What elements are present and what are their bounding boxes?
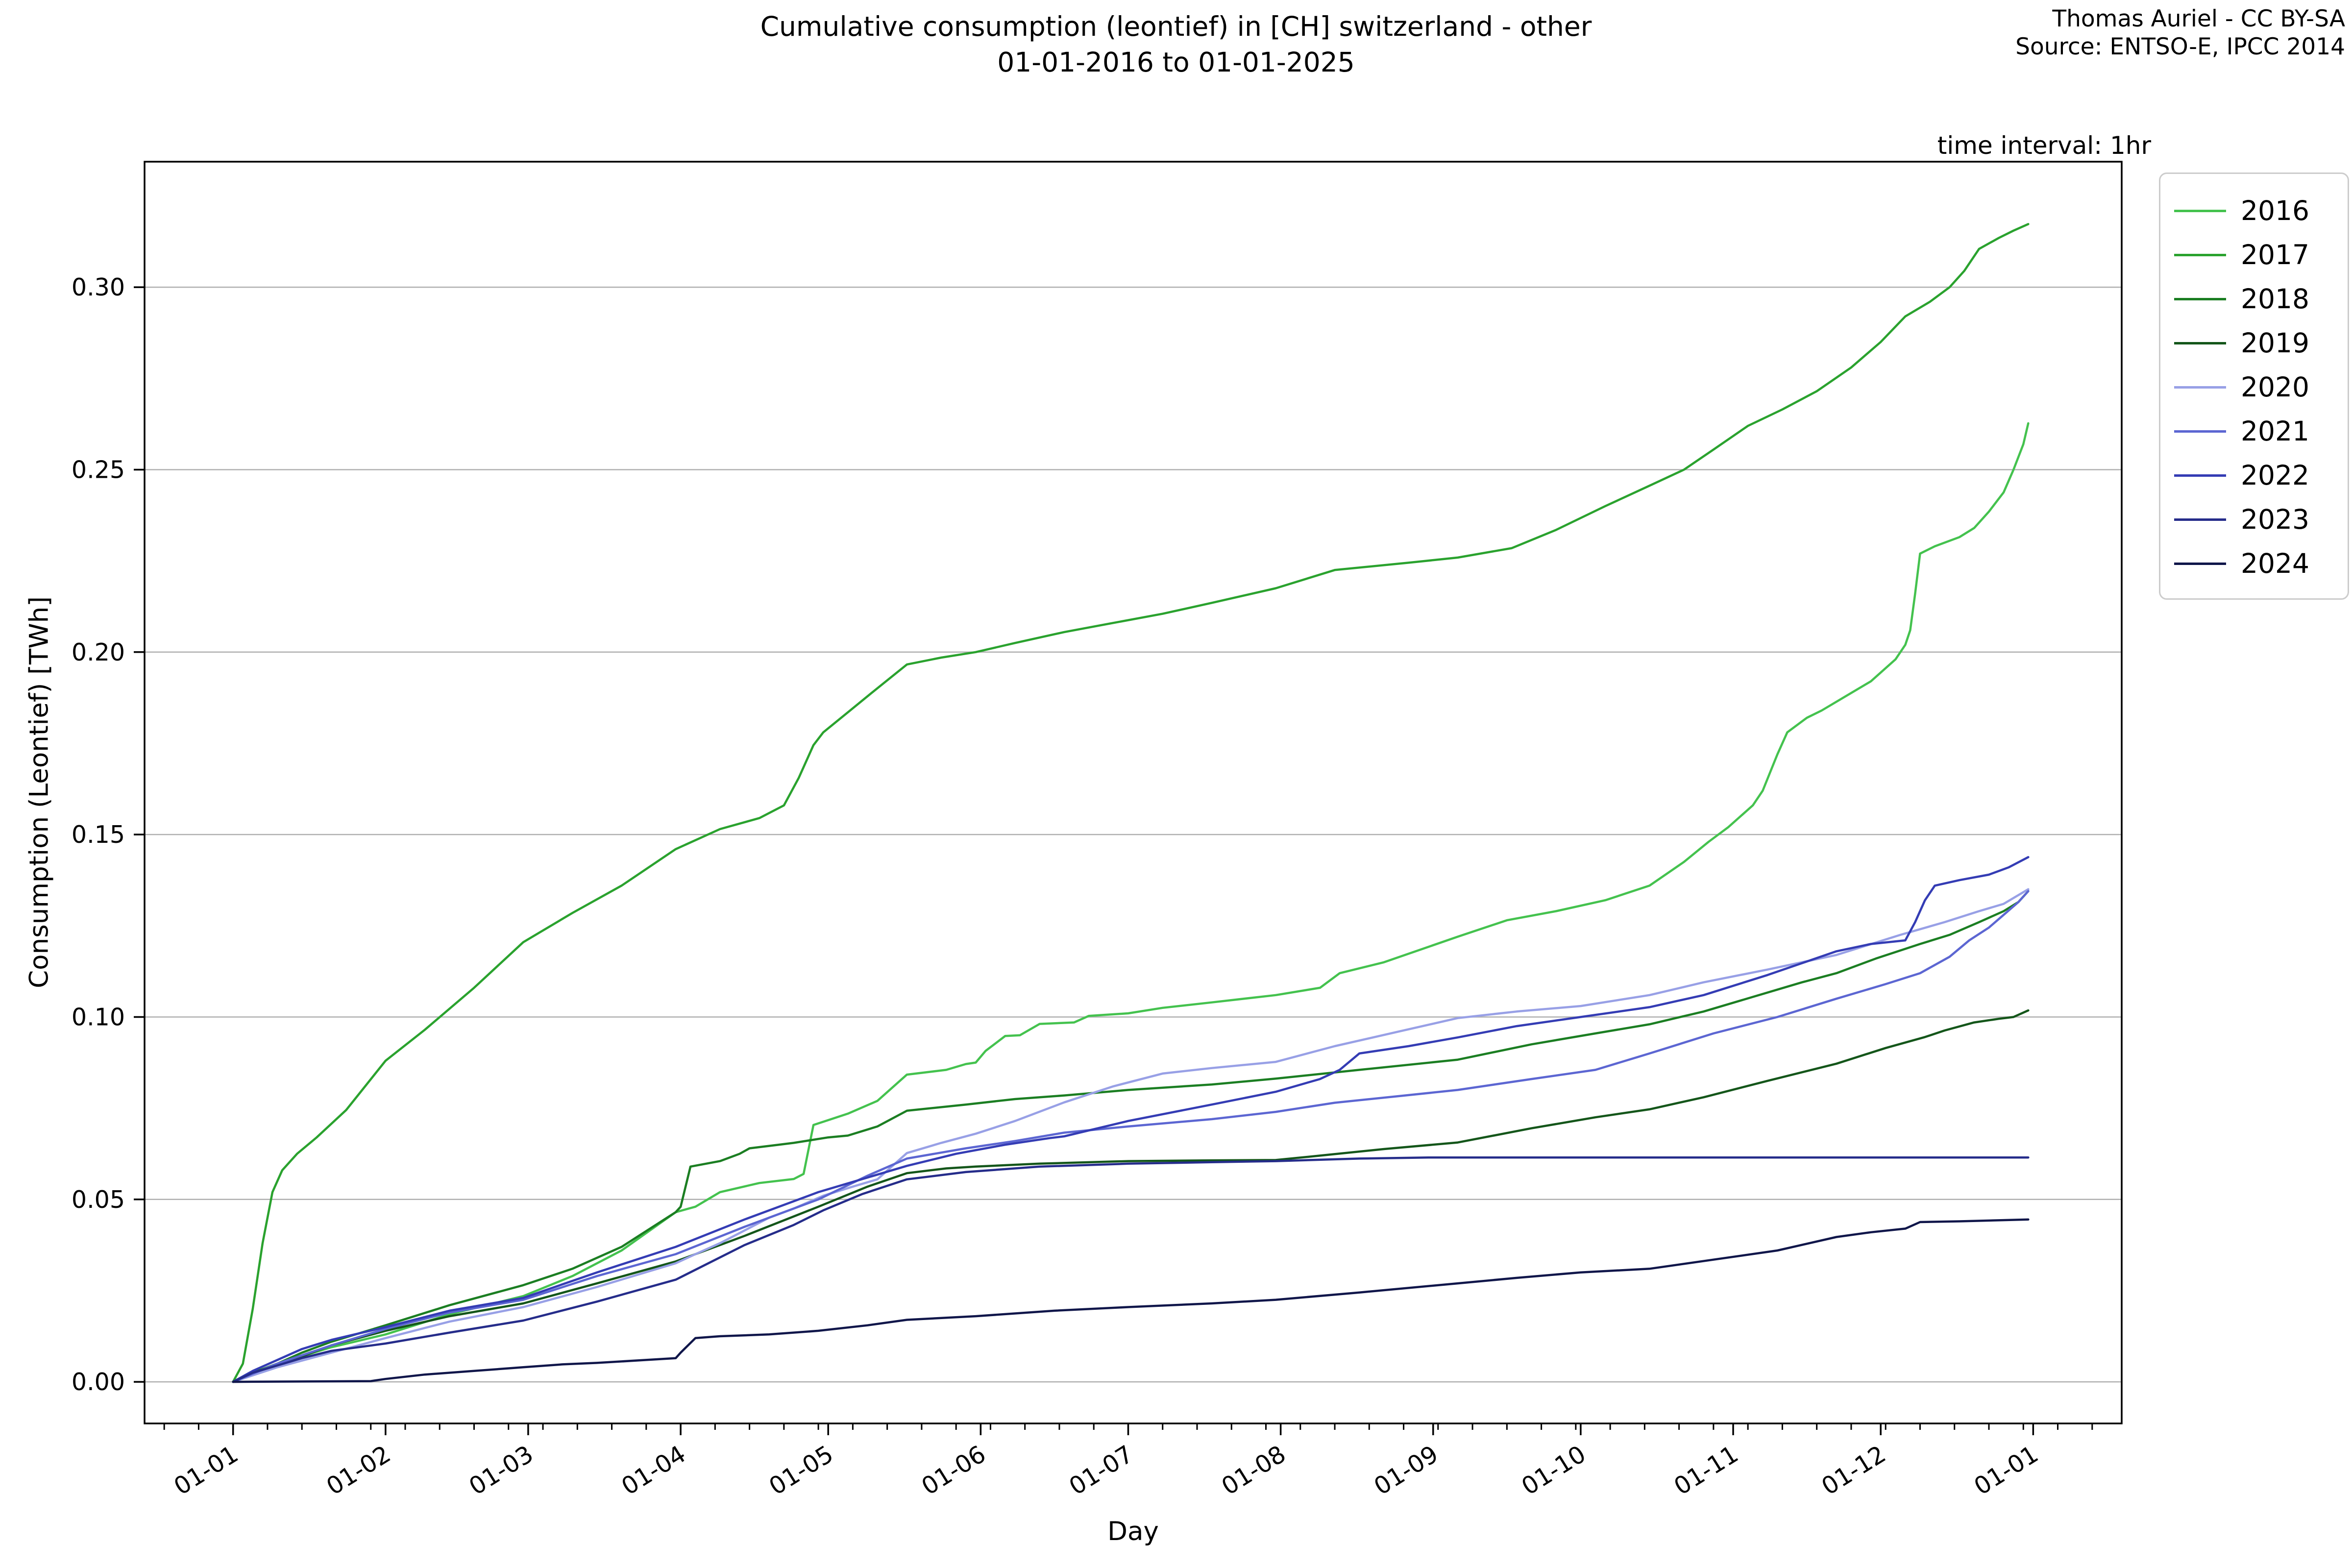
chart-title-line2: 01-01-2016 to 01-01-2025 [997, 46, 1355, 78]
legend-swatch-2018 [2174, 297, 2226, 300]
series-line-2021 [232, 890, 2030, 1383]
axes-spines [144, 161, 2123, 1424]
series-line-2023 [232, 1156, 2030, 1383]
x-tick-label-7: 01-08 [1217, 1440, 1291, 1501]
x-tick-label-0: 01-01 [169, 1440, 243, 1501]
y-tick-label: 0.30 [72, 273, 125, 301]
y-tick-label: 0.15 [72, 821, 125, 849]
x-tick-label-5: 01-06 [917, 1440, 991, 1501]
attribution-author: Thomas Auriel - CC BY-SA [2052, 5, 2345, 32]
legend-item-2021: 2021 [2174, 409, 2348, 453]
series-line-2020 [232, 888, 2030, 1383]
time-interval-annotation: time interval: 1hr [1937, 131, 2151, 160]
series-line-2018 [232, 890, 2030, 1383]
x-tick-label-2: 01-03 [464, 1440, 538, 1501]
attribution: Thomas Auriel - CC BY-SA Source: ENTSO-E… [2015, 5, 2345, 61]
legend-item-2023: 2023 [2174, 497, 2348, 541]
legend-label-2018: 2018 [2241, 283, 2309, 315]
series-line-2019 [232, 1009, 2030, 1383]
legend-swatch-2021 [2174, 430, 2226, 433]
attribution-source: Source: ENTSO-E, IPCC 2014 [2015, 33, 2345, 61]
legend-item-2019: 2019 [2174, 321, 2348, 365]
legend-swatch-2023 [2174, 518, 2226, 521]
x-tick-label-9: 01-10 [1517, 1440, 1591, 1501]
series-line-2022 [232, 856, 2030, 1383]
y-tick-label: 0.05 [72, 1186, 125, 1214]
legend-label-2019: 2019 [2241, 327, 2309, 359]
x-tick-label-3: 01-04 [616, 1440, 690, 1501]
x-axis-label: Day [1107, 1517, 1159, 1546]
y-tick-label: 0.25 [72, 456, 125, 484]
chart-title: Cumulative consumption (leontief) in [CH… [0, 9, 2352, 80]
x-tick-label-10: 01-11 [1669, 1440, 1743, 1501]
legend-item-2024: 2024 [2174, 541, 2348, 586]
legend: 2016 2017 2018 2019 2020 2021 2022 2023 2024 [2159, 172, 2349, 600]
y-tick-label: 0.20 [72, 638, 125, 666]
series-line-2024 [232, 1218, 2030, 1383]
legend-label-2017: 2017 [2241, 239, 2309, 270]
series-line-2017 [232, 223, 2030, 1383]
x-tick-label-6: 01-07 [1064, 1440, 1138, 1501]
x-tick-label-1: 01-02 [321, 1440, 395, 1501]
legend-label-2023: 2023 [2241, 504, 2309, 535]
x-tick-label-12: 01-01 [1969, 1440, 2043, 1501]
legend-item-2016: 2016 [2174, 189, 2348, 233]
legend-swatch-2016 [2174, 209, 2226, 212]
legend-label-2024: 2024 [2241, 548, 2309, 579]
legend-label-2021: 2021 [2241, 416, 2309, 447]
x-tick-label-4: 01-05 [764, 1440, 838, 1501]
legend-label-2022: 2022 [2241, 460, 2309, 491]
x-tick-label-11: 01-12 [1817, 1440, 1891, 1501]
y-tick-label: 0.10 [72, 1003, 125, 1031]
legend-swatch-2019 [2174, 342, 2226, 344]
legend-item-2022: 2022 [2174, 453, 2348, 497]
legend-item-2020: 2020 [2174, 365, 2348, 409]
legend-swatch-2024 [2174, 562, 2226, 565]
legend-swatch-2017 [2174, 253, 2226, 256]
legend-label-2020: 2020 [2241, 371, 2309, 403]
legend-label-2016: 2016 [2241, 195, 2309, 226]
series-line-2016 [232, 422, 2030, 1383]
legend-swatch-2020 [2174, 386, 2226, 389]
legend-item-2017: 2017 [2174, 233, 2348, 277]
legend-swatch-2022 [2174, 474, 2226, 477]
x-tick-label-8: 01-09 [1369, 1440, 1443, 1501]
chart-title-line1: Cumulative consumption (leontief) in [CH… [760, 11, 1592, 42]
legend-item-2018: 2018 [2174, 277, 2348, 321]
y-tick-label: 0.00 [72, 1368, 125, 1396]
